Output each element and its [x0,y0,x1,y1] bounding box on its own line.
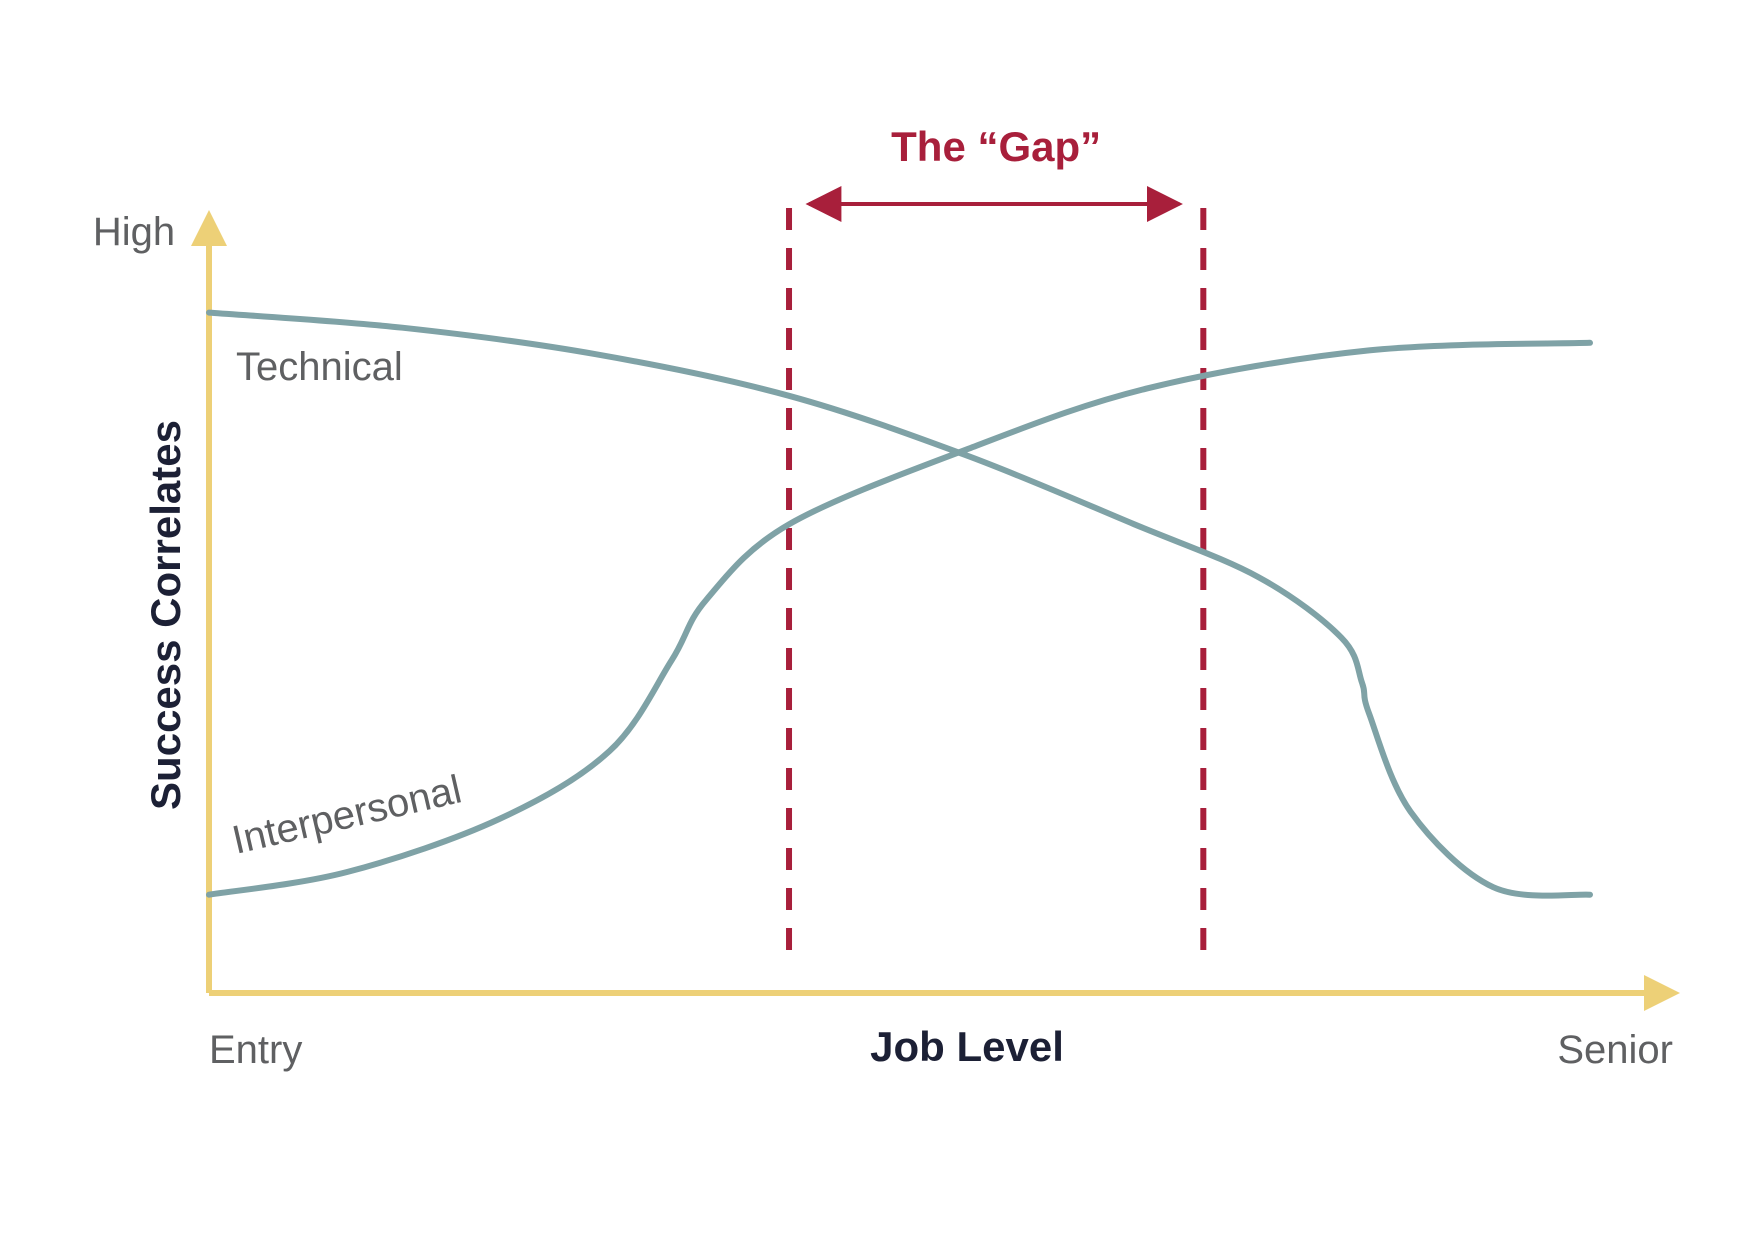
series-technical-line [206,309,1593,899]
y-axis-title: Success Correlates [142,420,189,810]
gap-label: The “Gap” [891,123,1101,170]
y-axis-high-label: High [93,210,175,254]
x-axis-entry-label: Entry [209,1028,302,1072]
series-technical-label: Technical [236,345,403,389]
series-interpersonal-line [206,339,1593,898]
x-axis-title: Job Level [870,1023,1064,1070]
gap-annotation: The “Gap” [786,123,1207,955]
x-axis-senior-label: Senior [1557,1028,1673,1072]
